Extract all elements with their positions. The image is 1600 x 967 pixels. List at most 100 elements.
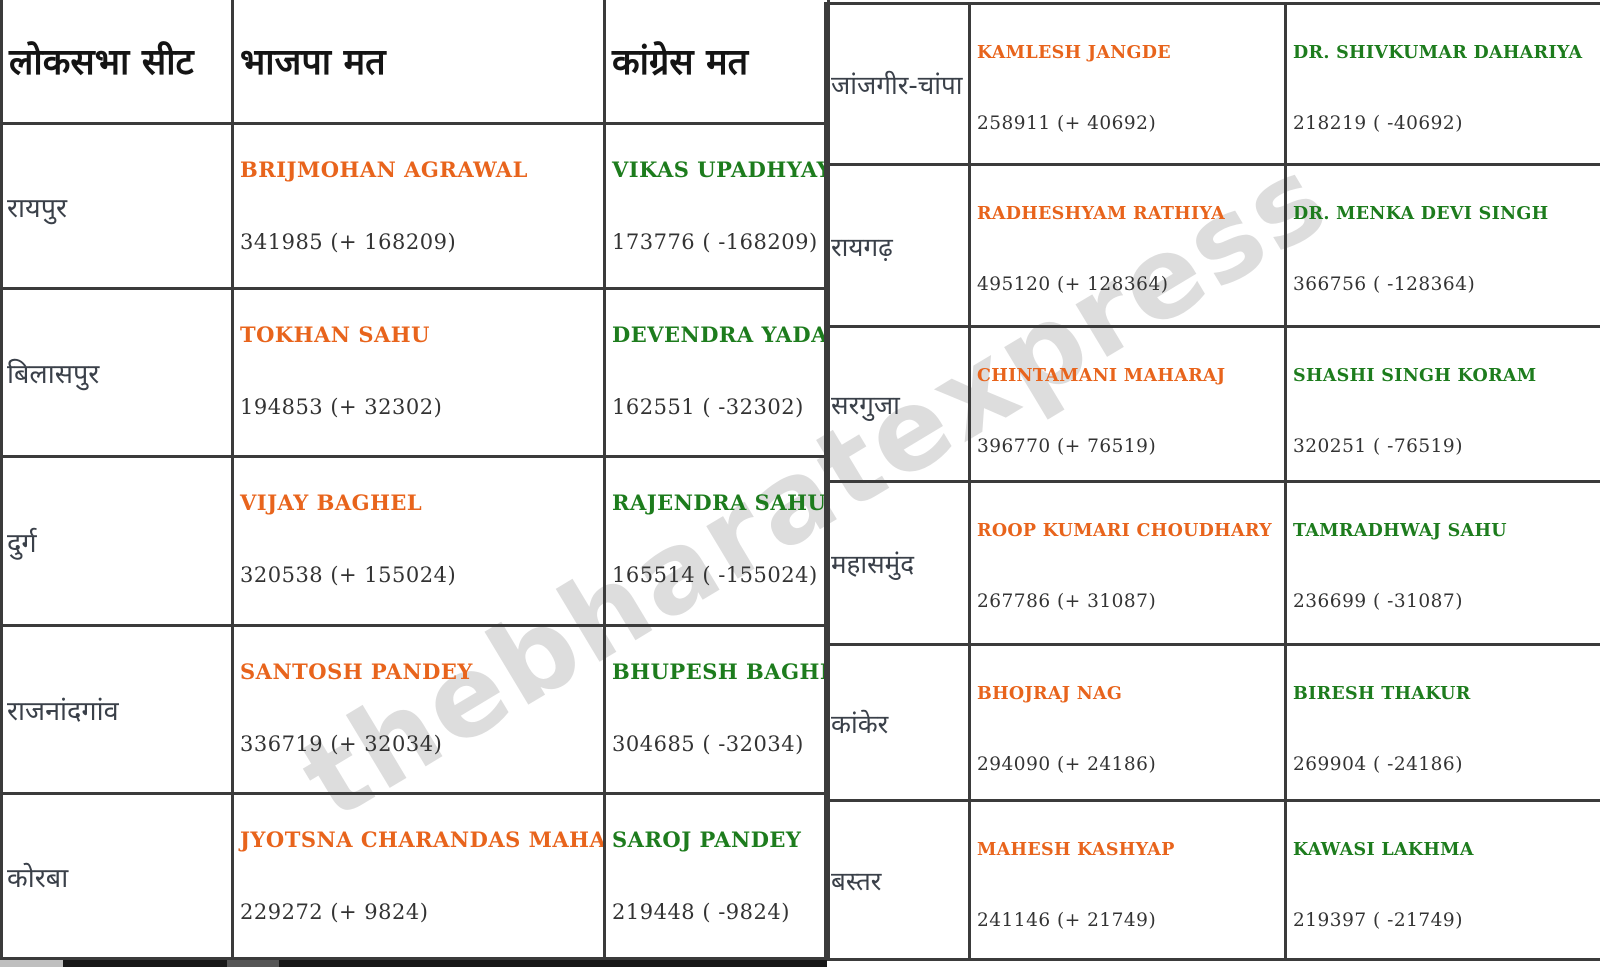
seat-cell: बिलासपुर — [0, 287, 234, 458]
congress-candidate-name: SHASHI SINGH KORAM — [1293, 366, 1537, 386]
bjp-votes: 229272 (+ 9824) — [240, 900, 429, 924]
congress-candidate-name: BIRESH THAKUR — [1293, 684, 1471, 704]
seat-cell: सरगुजा — [824, 325, 971, 483]
congress-candidate-name: RAJENDRA SAHU — [612, 490, 827, 515]
congress-cell: KAWASI LAKHMA 219397 ( -21749) — [1284, 799, 1600, 961]
seat-cell: जांजगीर-चांपा — [824, 2, 971, 166]
seat-cell: राजनांदगांव — [0, 624, 234, 795]
bjp-votes: 320538 (+ 155024) — [240, 563, 457, 587]
bjp-cell: VIJAY BAGHEL 320538 (+ 155024) — [231, 455, 606, 627]
bjp-votes: 241146 (+ 21749) — [977, 910, 1157, 931]
congress-votes: 162551 ( -32302) — [612, 395, 804, 419]
bjp-cell: ROOP KUMARI CHOUDHARY 267786 (+ 31087) — [968, 480, 1287, 646]
congress-votes: 173776 ( -168209) — [612, 230, 818, 254]
table-row: रायपुर BRIJMOHAN AGRAWAL 341985 (+ 16820… — [0, 122, 830, 290]
table-row: कोरबा JYOTSNA CHARANDAS MAHANT 229272 (+… — [0, 792, 830, 960]
congress-candidate-name: SAROJ PANDEY — [612, 827, 802, 852]
header-bjp-votes: भाजपा मत — [231, 0, 606, 125]
bjp-cell: RADHESHYAM RATHIYA 495120 (+ 128364) — [968, 163, 1287, 328]
bjp-cell: BRIJMOHAN AGRAWAL 341985 (+ 168209) — [231, 122, 606, 290]
congress-cell: RAJENDRA SAHU 165514 ( -155024) — [603, 455, 830, 627]
seat-cell: कांकेर — [824, 643, 971, 802]
bjp-votes: 336719 (+ 32034) — [240, 732, 443, 756]
bjp-votes: 267786 (+ 31087) — [977, 591, 1157, 612]
seat-cell: बस्तर — [824, 799, 971, 961]
bjp-candidate-name: RADHESHYAM RATHIYA — [977, 204, 1226, 224]
bjp-votes: 396770 (+ 76519) — [977, 436, 1157, 457]
congress-cell: SHASHI SINGH KORAM 320251 ( -76519) — [1284, 325, 1600, 483]
header-congress-votes: कांग्रेस मत — [603, 0, 830, 125]
bjp-votes: 294090 (+ 24186) — [977, 754, 1157, 775]
bjp-candidate-name: MAHESH KASHYAP — [977, 840, 1175, 860]
bjp-candidate-name: JYOTSNA CHARANDAS MAHANT — [240, 827, 605, 852]
congress-votes: 366756 ( -128364) — [1293, 274, 1476, 295]
bjp-votes: 495120 (+ 128364) — [977, 274, 1169, 295]
congress-candidate-name: BHUPESH BAGHEL — [612, 659, 829, 684]
congress-cell: VIKAS UPADHYAY 173776 ( -168209) — [603, 122, 830, 290]
bar-segment — [0, 960, 63, 967]
bjp-candidate-name: BHOJRAJ NAG — [977, 684, 1123, 704]
congress-cell: BHUPESH BAGHEL 304685 ( -32034) — [603, 624, 830, 795]
left-results-table: लोकसभा सीट भाजपा मत कांग्रेस मत रायपुर B… — [0, 0, 830, 960]
cropped-next-row-bar — [0, 960, 827, 967]
table-row: दुर्ग VIJAY BAGHEL 320538 (+ 155024) RAJ… — [0, 455, 830, 627]
bjp-candidate-name: ROOP KUMARI CHOUDHARY — [977, 521, 1272, 541]
congress-votes: 320251 ( -76519) — [1293, 436, 1463, 457]
bjp-cell: JYOTSNA CHARANDAS MAHANT 229272 (+ 9824) — [231, 792, 606, 960]
seat-cell: रायगढ़ — [824, 163, 971, 328]
bar-segment — [63, 960, 227, 967]
congress-votes: 165514 ( -155024) — [612, 563, 818, 587]
table-row: कांकेर BHOJRAJ NAG 294090 (+ 24186) BIRE… — [824, 643, 1600, 802]
table-row: जांजगीर-चांपा KAMLESH JANGDE 258911 (+ 4… — [824, 2, 1600, 166]
congress-votes: 218219 ( -40692) — [1293, 113, 1463, 134]
table-row: राजनांदगांव SANTOSH PANDEY 336719 (+ 320… — [0, 624, 830, 795]
seat-cell: कोरबा — [0, 792, 234, 960]
bjp-votes: 341985 (+ 168209) — [240, 230, 457, 254]
right-results-table: जांजगीर-चांपा KAMLESH JANGDE 258911 (+ 4… — [824, 2, 1600, 961]
seat-cell: रायपुर — [0, 122, 234, 290]
congress-candidate-name: TAMRADHWAJ SAHU — [1293, 521, 1507, 541]
congress-cell: BIRESH THAKUR 269904 ( -24186) — [1284, 643, 1600, 802]
congress-candidate-name: VIKAS UPADHYAY — [612, 157, 829, 182]
congress-votes: 219448 ( -9824) — [612, 900, 790, 924]
bjp-cell: SANTOSH PANDEY 336719 (+ 32034) — [231, 624, 606, 795]
bjp-cell: BHOJRAJ NAG 294090 (+ 24186) — [968, 643, 1287, 802]
congress-cell: DEVENDRA YADAV 162551 ( -32302) — [603, 287, 830, 458]
table-row: सरगुजा CHINTAMANI MAHARAJ 396770 (+ 7651… — [824, 325, 1600, 483]
congress-candidate-name: KAWASI LAKHMA — [1293, 840, 1474, 860]
bjp-votes: 194853 (+ 32302) — [240, 395, 443, 419]
bjp-candidate-name: SANTOSH PANDEY — [240, 659, 473, 684]
table-row: बस्तर MAHESH KASHYAP 241146 (+ 21749) KA… — [824, 799, 1600, 961]
table-row: रायगढ़ RADHESHYAM RATHIYA 495120 (+ 1283… — [824, 163, 1600, 328]
congress-cell: DR. MENKA DEVI SINGH 366756 ( -128364) — [1284, 163, 1600, 328]
congress-votes: 269904 ( -24186) — [1293, 754, 1463, 775]
congress-cell: DR. SHIVKUMAR DAHARIYA 218219 ( -40692) — [1284, 2, 1600, 166]
congress-cell: SAROJ PANDEY 219448 ( -9824) — [603, 792, 830, 960]
bar-segment — [227, 960, 279, 967]
bjp-cell: KAMLESH JANGDE 258911 (+ 40692) — [968, 2, 1287, 166]
congress-candidate-name: DR. MENKA DEVI SINGH — [1293, 204, 1549, 224]
congress-votes: 304685 ( -32034) — [612, 732, 804, 756]
seat-cell: दुर्ग — [0, 455, 234, 627]
bjp-candidate-name: KAMLESH JANGDE — [977, 43, 1171, 63]
bjp-cell: CHINTAMANI MAHARAJ 396770 (+ 76519) — [968, 325, 1287, 483]
header-seat: लोकसभा सीट — [0, 0, 234, 125]
bjp-candidate-name: VIJAY BAGHEL — [240, 490, 423, 515]
congress-candidate-name: DR. SHIVKUMAR DAHARIYA — [1293, 43, 1583, 63]
bjp-candidate-name: BRIJMOHAN AGRAWAL — [240, 157, 528, 182]
bjp-votes: 258911 (+ 40692) — [977, 113, 1157, 134]
bjp-cell: MAHESH KASHYAP 241146 (+ 21749) — [968, 799, 1287, 961]
bjp-cell: TOKHAN SAHU 194853 (+ 32302) — [231, 287, 606, 458]
congress-cell: TAMRADHWAJ SAHU 236699 ( -31087) — [1284, 480, 1600, 646]
bjp-candidate-name: CHINTAMANI MAHARAJ — [977, 366, 1226, 386]
bar-segment — [279, 960, 827, 967]
congress-votes: 236699 ( -31087) — [1293, 591, 1463, 612]
congress-votes: 219397 ( -21749) — [1293, 910, 1463, 931]
table-row: बिलासपुर TOKHAN SAHU 194853 (+ 32302) DE… — [0, 287, 830, 458]
table-row: महासमुंद ROOP KUMARI CHOUDHARY 267786 (+… — [824, 480, 1600, 646]
header-row: लोकसभा सीट भाजपा मत कांग्रेस मत — [0, 0, 830, 125]
congress-candidate-name: DEVENDRA YADAV — [612, 322, 829, 347]
bjp-candidate-name: TOKHAN SAHU — [240, 322, 430, 347]
seat-cell: महासमुंद — [824, 480, 971, 646]
